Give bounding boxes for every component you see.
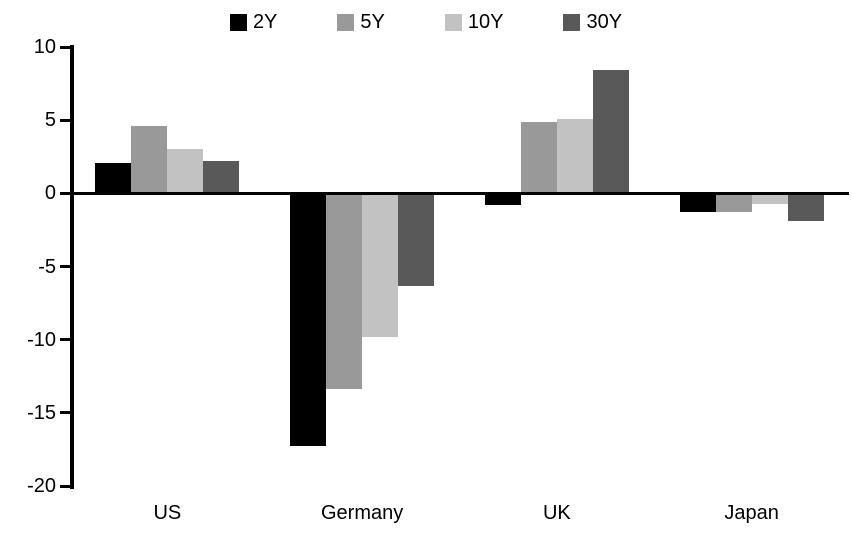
y-axis-tick [60, 411, 70, 415]
bar-japan-10y [751, 193, 788, 204]
y-tick-label: 0 [44, 182, 56, 205]
y-tick-label: 5 [44, 109, 56, 132]
legend-swatch-30y-icon [563, 13, 581, 31]
legend: 2Y 5Y 10Y 30Y [0, 12, 852, 32]
legend-label-10y: 10Y [467, 11, 504, 33]
legend-label-2y: 2Y [252, 11, 278, 33]
legend-label-5y: 5Y [360, 11, 385, 33]
bar-japan-5y [715, 193, 752, 213]
legend-item-30y: 30Y [563, 12, 622, 32]
legend-item-10y: 10Y [444, 11, 504, 33]
legend-label-30y: 30Y [586, 11, 623, 33]
bar-japan-2y [679, 193, 716, 213]
bar-uk-2y [484, 193, 521, 206]
bar-us-10y [167, 149, 204, 194]
x-category-label-uk: UK [542, 502, 571, 524]
bar-germany-30y [398, 193, 435, 286]
legend-item-5y: 5Y [337, 11, 385, 33]
bar-us-30y [203, 161, 240, 194]
legend-item-2y: 2Y [229, 11, 278, 33]
bar-japan-30y [787, 193, 824, 222]
y-tick-label: -5 [38, 255, 56, 278]
bar-uk-10y [556, 118, 593, 194]
y-axis-tick [60, 484, 70, 488]
bar-germany-5y [326, 193, 363, 390]
bar-uk-5y [520, 121, 557, 194]
x-category-label-us: US [153, 502, 182, 524]
y-tick-label: 10 [33, 36, 56, 58]
y-axis-tick [60, 45, 70, 49]
bar-us-2y [95, 162, 132, 194]
y-axis-tick [60, 265, 70, 268]
y-axis-line [70, 45, 74, 489]
bar-germany-2y [290, 193, 327, 447]
x-axis-zero-line [70, 191, 849, 195]
x-category-label-japan: Japan [724, 502, 779, 524]
bar-uk-30y [592, 70, 629, 194]
y-tick-label: -20 [27, 475, 56, 497]
legend-swatch-5y-icon [337, 13, 355, 31]
legend-swatch-2y-icon [229, 13, 247, 31]
y-tick-label: -15 [27, 401, 56, 424]
y-tick-label: -10 [27, 328, 56, 351]
x-category-label-germany: Germany [321, 502, 404, 524]
y-axis-tick [60, 118, 70, 122]
y-axis-tick [60, 191, 70, 195]
y-axis-tick [60, 338, 70, 342]
legend-swatch-10y-icon [444, 13, 462, 31]
bar-us-5y [131, 126, 168, 194]
bar-germany-10y [362, 193, 399, 337]
